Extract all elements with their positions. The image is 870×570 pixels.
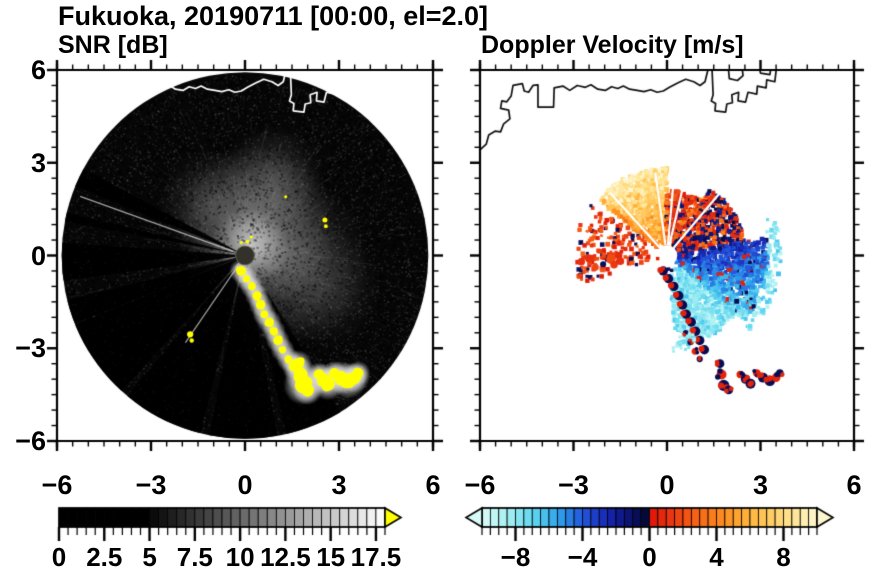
snr-x-tick-label: 6 <box>425 470 441 500</box>
snr-x-tick-label: 0 <box>237 470 253 500</box>
snr-y-tick-label: −3 <box>15 333 46 364</box>
vel-panel-subtitle: Doppler Velocity [m/s] <box>481 31 744 59</box>
snr-colorbar-tick-label: 5 <box>142 542 157 570</box>
vel-colorbar-tick-label: 0 <box>642 542 657 570</box>
snr-colorbar-tick-label: 15 <box>316 542 346 570</box>
vel-x-tick-label: −3 <box>558 470 589 500</box>
snr-colorbar-tick-label: 0 <box>51 542 67 570</box>
figure-title: Fukuoka, 20190711 [00:00, el=2.0] <box>58 1 489 31</box>
vel-colorbar-tick-label: 4 <box>709 542 724 570</box>
snr-panel-subtitle: SNR [dB] <box>58 31 168 59</box>
snr-y-tick-label: 6 <box>30 55 46 85</box>
snr-colorbar-tick-label: 12.5 <box>260 542 311 570</box>
snr-y-tick-label: 0 <box>30 240 46 271</box>
vel-colorbar-tick-label: −8 <box>500 542 531 570</box>
snr-y-tick-label: 3 <box>30 147 46 178</box>
snr-colorbar-tick-label: 10 <box>225 542 255 570</box>
vel-x-tick-label: −6 <box>464 470 496 500</box>
snr-x-tick-label: 3 <box>331 470 347 500</box>
snr-colorbar-tick-label: 17.5 <box>350 542 402 570</box>
snr-x-tick-label: −6 <box>41 470 73 500</box>
snr-x-tick-label: −3 <box>135 470 167 500</box>
vel-x-tick-label: 3 <box>752 470 769 500</box>
vel-x-tick-label: 0 <box>659 470 675 500</box>
vel-colorbar-tick-label: −4 <box>567 542 598 570</box>
snr-colorbar-tick-label: 7.5 <box>176 542 213 570</box>
vel-colorbar-tick-label: 8 <box>776 542 791 570</box>
vel-x-tick-label: 6 <box>846 470 862 500</box>
snr-y-tick-label: −6 <box>15 426 46 456</box>
snr-colorbar-tick-label: 2.5 <box>86 542 123 570</box>
